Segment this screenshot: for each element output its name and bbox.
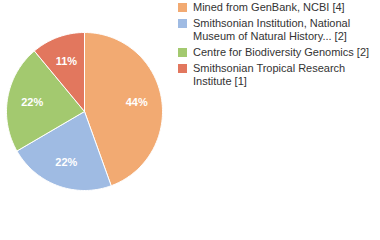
svg-text:22%: 22% [21, 96, 43, 108]
html-text:Centre for Biodiversity Genomi: Centre for Biodiversity Genomics [2] [193, 46, 370, 58]
svg-text:11%: 11% [56, 55, 78, 67]
svg-text:22%: 22% [55, 156, 77, 168]
svg-text:44%: 44% [126, 96, 148, 108]
html-text:Smithsonian Institution, Natio: Smithsonian Institution, National Museum… [193, 17, 351, 42]
html-text:Mined from GenBank, NCBI [4]: Mined from GenBank, NCBI [4] [193, 1, 345, 13]
html-text:Smithsonian Tropical Research: Smithsonian Tropical Research Institute … [193, 62, 346, 87]
